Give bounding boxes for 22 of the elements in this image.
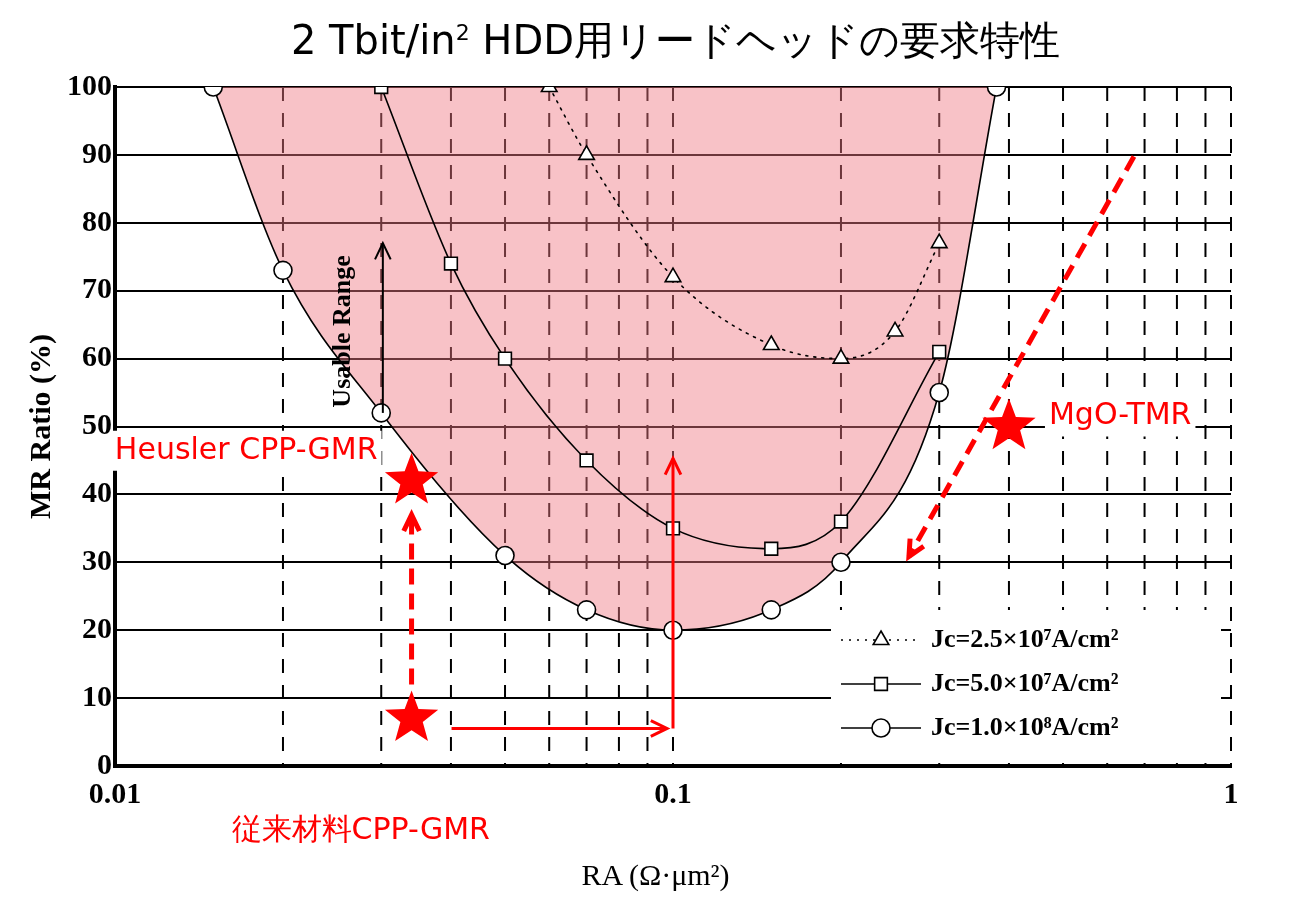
y-tick-label: 80 [82,203,112,237]
y-tick-label: 90 [82,135,112,169]
y-tick-label: 70 [82,271,112,305]
chart-title: 2 Tbit/in$^{2}$ HDD用リードヘッドの要求特性 [289,16,1062,66]
legend-label: Jc=1.0×10⁸A/cm² [931,711,1119,741]
y-tick-label: 50 [82,407,112,441]
annotation: Heusler CPP-GMR [114,430,378,466]
y-tick-label: 60 [82,339,112,373]
legend-label: Jc=2.5×10⁷A/cm² [931,623,1119,653]
legend-label: Jc=5.0×10⁷A/cm² [931,667,1119,697]
y-tick-label: 10 [82,678,112,712]
y-tick-label: 30 [82,543,112,577]
annotation: Usable Range [327,255,357,408]
x-tick-label: 0.1 [654,775,692,809]
x-axis-title: RA (Ω·μm²) [580,858,731,892]
annotation: MgO-TMR [1048,396,1192,432]
y-tick-label: 100 [67,67,112,101]
text: 従来材料CPP-GMR [231,810,490,846]
y-axis-title: MR Ratio (%) [22,334,57,519]
x-tick-label: 1 [1223,775,1239,809]
y-tick-label: 40 [82,475,112,509]
y-tick-label: 20 [82,610,112,644]
